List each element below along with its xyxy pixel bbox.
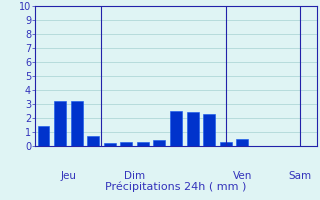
Bar — [71, 101, 83, 146]
Bar — [54, 101, 66, 146]
Text: Jeu: Jeu — [60, 171, 76, 181]
Text: Dim: Dim — [124, 171, 145, 181]
Bar — [154, 140, 165, 146]
Bar — [220, 142, 232, 146]
Bar — [236, 139, 248, 146]
Bar — [187, 112, 198, 146]
Text: Ven: Ven — [233, 171, 252, 181]
Text: Sam: Sam — [289, 171, 312, 181]
Bar — [137, 142, 149, 146]
Bar — [87, 136, 99, 146]
Bar — [170, 111, 182, 146]
Text: Précipitations 24h ( mm ): Précipitations 24h ( mm ) — [105, 182, 247, 192]
Bar — [120, 142, 132, 146]
Bar — [203, 114, 215, 146]
Bar — [37, 126, 50, 146]
Bar — [104, 143, 116, 146]
